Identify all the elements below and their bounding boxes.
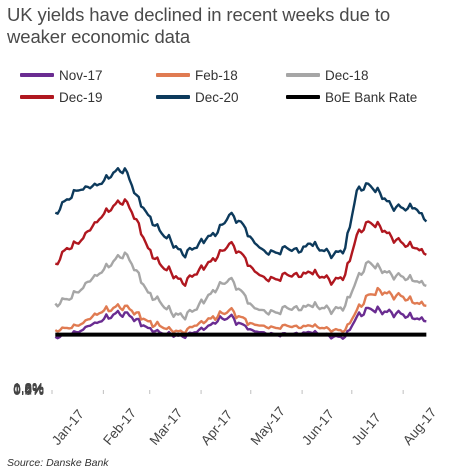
legend-label: Nov-17 xyxy=(59,67,103,83)
legend-item: BoE Bank Rate xyxy=(286,88,417,106)
legend-label: Dec-18 xyxy=(325,67,369,83)
series-line xyxy=(54,167,428,260)
x-tick-label: Jul-17 xyxy=(349,410,384,448)
series-line xyxy=(54,251,427,321)
legend-item: Dec-20 xyxy=(156,88,239,106)
x-tick-label: May-17 xyxy=(248,404,288,448)
x-tick-label: Aug-17 xyxy=(400,405,439,448)
series-line xyxy=(54,286,427,335)
y-tick-label: 0.6% xyxy=(13,382,44,397)
legend-item: Dec-18 xyxy=(286,66,369,84)
legend-swatch xyxy=(286,95,320,99)
legend-label: Dec-20 xyxy=(195,89,239,105)
legend-swatch xyxy=(20,95,54,99)
y-tick-label: 1.2% xyxy=(13,380,44,395)
series-line xyxy=(55,198,427,287)
y-tick-label: 0.4% xyxy=(13,382,44,397)
legend-swatch xyxy=(286,73,320,77)
chart-title: UK yields have declined in recent weeks … xyxy=(7,4,391,47)
y-tick-label: 0.0% xyxy=(13,383,44,398)
legend-item: Dec-19 xyxy=(20,88,103,106)
series-line xyxy=(54,305,427,340)
x-tick-label: Jun-17 xyxy=(299,407,337,448)
legend-item: Nov-17 xyxy=(20,66,103,84)
source-note: Source: Danske Bank xyxy=(7,457,109,469)
legend-label: Dec-19 xyxy=(59,89,103,105)
legend-swatch xyxy=(156,73,190,77)
x-tick-label: Apr-17 xyxy=(198,407,236,448)
legend-label: BoE Bank Rate xyxy=(325,89,418,105)
x-tick-label: Jan-17 xyxy=(49,407,87,448)
x-tick-label: Feb-17 xyxy=(100,406,139,448)
legend-swatch xyxy=(20,73,54,77)
y-tick-label: 0.8% xyxy=(13,381,44,396)
y-tick-label: 0.2% xyxy=(13,383,44,398)
legend-swatch xyxy=(156,95,190,99)
chart-legend: Nov-17 Feb-18 Dec-18 Dec-19 Dec-20 BoE Bank R… xyxy=(20,66,450,110)
legend-label: Feb-18 xyxy=(195,67,238,83)
y-tick-label: 1.0% xyxy=(13,381,44,396)
x-tick-label: Mar-17 xyxy=(147,406,186,448)
legend-item: Feb-18 xyxy=(156,66,238,84)
